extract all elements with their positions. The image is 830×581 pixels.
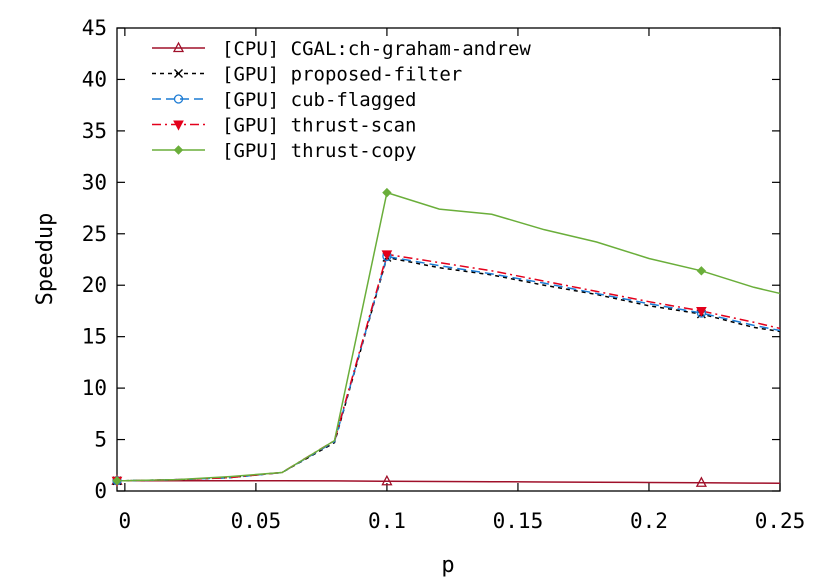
x-tick-label: 0.15 — [493, 509, 544, 533]
legend-label: [GPU] thrust-copy — [222, 140, 416, 162]
legend-label: [GPU] thrust-scan — [222, 115, 416, 137]
data-point-marker — [173, 120, 184, 131]
y-tick-label: 15 — [82, 325, 107, 349]
x-tick-label: 0 — [119, 509, 132, 533]
legend-entry: [CPU] CGAL:ch-graham-andrew — [152, 38, 531, 60]
legend-entry: [GPU] proposed-filter — [152, 64, 462, 86]
legend-label: [GPU] proposed-filter — [222, 64, 462, 86]
data-point-marker — [173, 94, 184, 104]
y-tick-label: 25 — [82, 222, 107, 246]
series-markers — [111, 187, 707, 487]
legend-entry: [GPU] cub-flagged — [152, 89, 416, 111]
data-point-marker — [174, 69, 183, 78]
x-tick-label: 0.2 — [630, 509, 668, 533]
x-axis-title: p — [441, 553, 454, 578]
y-tick-label: 0 — [94, 479, 107, 503]
series-line — [117, 253, 781, 482]
legend-entry: [GPU] thrust-copy — [152, 140, 416, 162]
y-tick-label: 45 — [82, 16, 107, 40]
y-tick-label: 30 — [82, 170, 107, 194]
legend-label: [GPU] cub-flagged — [222, 89, 416, 111]
plot-frame — [116, 27, 781, 492]
data-point-marker — [696, 306, 707, 318]
series-line — [117, 255, 781, 482]
series-line — [117, 191, 781, 482]
y-tick-label: 5 — [94, 428, 107, 452]
legend-entry: [GPU] thrust-scan — [152, 115, 416, 137]
data-point-marker — [173, 145, 184, 155]
series-line — [117, 479, 781, 485]
data-point-marker — [695, 476, 707, 487]
x-tick-label: 0.05 — [231, 509, 282, 533]
y-axis-title: Speedup — [33, 213, 58, 306]
axis-ticks: 0 5 10 15 20 25 30 35 40 45 0 0.05 0.1 0.15 0.2 0.25 — [82, 16, 806, 533]
x-tick-label: 0.1 — [368, 509, 406, 533]
data-point-marker — [382, 187, 392, 198]
y-tick-label: 40 — [82, 67, 107, 91]
series-lines — [117, 191, 781, 485]
series-line — [117, 256, 781, 482]
data-point-marker — [172, 41, 185, 53]
y-tick-label: 35 — [82, 119, 107, 143]
data-point-marker — [696, 266, 707, 276]
y-tick-label: 20 — [82, 273, 107, 297]
y-tick-label: 10 — [82, 376, 107, 400]
data-point-marker — [381, 250, 393, 261]
data-point-marker — [112, 476, 122, 486]
legend-label: [CPU] CGAL:ch-graham-andrew — [222, 38, 531, 60]
legend: [CPU] CGAL:ch-graham-andrew [GPU] propose… — [152, 38, 531, 162]
x-tick-label: 0.25 — [755, 509, 806, 533]
data-point-marker — [381, 474, 393, 486]
